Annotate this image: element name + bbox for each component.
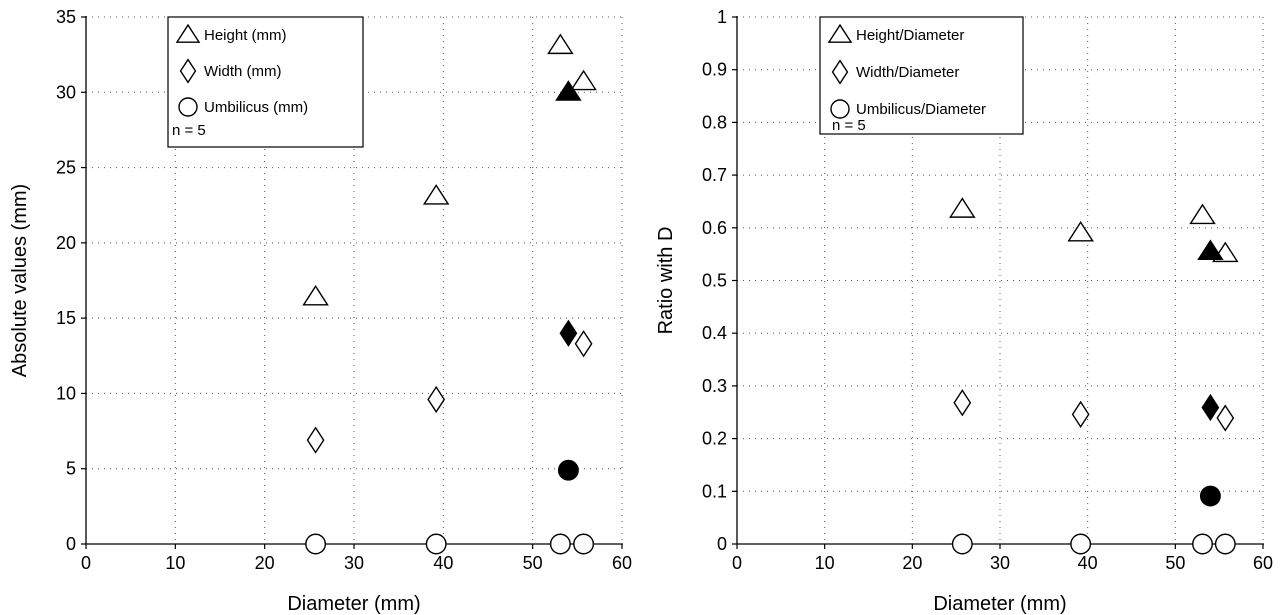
legend-label: Umbilicus/Diameter <box>856 101 986 118</box>
x-tick-label: 0 <box>81 553 91 573</box>
filled-diamond-point <box>559 319 578 347</box>
open-diamond-point <box>574 330 593 358</box>
open-circle-point <box>549 533 571 555</box>
legend-label: Height/Diameter <box>856 27 964 44</box>
sample-size-note: n = 5 <box>172 122 206 139</box>
x-tick-label: 60 <box>612 553 632 573</box>
x-tick-label: 20 <box>255 553 275 573</box>
y-tick-label: 0.3 <box>702 376 727 396</box>
legend-label: Width (mm) <box>204 63 282 80</box>
legend-circle-icon <box>178 97 198 117</box>
x-axis-label: Diameter (mm) <box>287 593 420 615</box>
open-circle-point <box>1214 533 1236 555</box>
legend-triangle-icon <box>175 23 201 43</box>
y-tick-label: 5 <box>66 459 76 479</box>
open-diamond-point <box>306 426 325 454</box>
open-circle-point <box>573 533 595 555</box>
y-tick-label: 1 <box>717 7 727 27</box>
open-circle-point <box>951 533 973 555</box>
filled-triangle-point <box>555 80 582 101</box>
y-tick-label: 30 <box>56 82 76 102</box>
open-diamond-point <box>427 385 446 414</box>
y-tick-label: 25 <box>56 158 76 178</box>
filled-diamond-point <box>1201 393 1220 422</box>
x-tick-label: 30 <box>344 553 364 573</box>
x-tick-label: 20 <box>902 553 922 573</box>
sample-size-note: n = 5 <box>832 117 866 134</box>
y-tick-label: 0.5 <box>702 271 727 291</box>
y-axis-label: Absolute values (mm) <box>9 184 31 377</box>
open-diamond-point <box>1071 400 1090 428</box>
open-circle-point <box>1192 533 1213 555</box>
open-triangle-point <box>1067 221 1094 242</box>
y-tick-label: 10 <box>56 383 76 403</box>
y-tick-label: 15 <box>56 308 76 328</box>
x-tick-label: 10 <box>815 553 835 573</box>
open-triangle-point <box>302 285 329 306</box>
legend-label: Width/Diameter <box>856 64 959 81</box>
x-tick-label: 50 <box>523 553 543 573</box>
x-tick-label: 40 <box>433 553 453 573</box>
open-diamond-point <box>953 389 972 417</box>
legend-label: Height (mm) <box>204 27 287 44</box>
x-tick-label: 40 <box>1078 553 1098 573</box>
open-diamond-point <box>1216 404 1235 432</box>
open-triangle-point <box>570 69 597 91</box>
x-tick-label: 0 <box>732 553 742 573</box>
chart-panel-1: 0 10 20 30 40 50 60 0 5 10 15 20 25 30 35 Diameter (mm)… <box>9 7 632 615</box>
y-tick-label: 0.4 <box>702 323 727 343</box>
x-tick-label: 30 <box>990 553 1010 573</box>
legend-circle-icon <box>830 99 850 119</box>
x-tick-label: 10 <box>165 553 185 573</box>
filled-circle-point <box>557 459 579 481</box>
x-tick-label: 60 <box>1253 553 1273 573</box>
y-tick-label: 0.9 <box>702 60 727 80</box>
legend-triangle-icon <box>827 23 853 43</box>
y-tick-label: 0 <box>66 534 76 554</box>
chart-panel-2: 0 10 20 30 40 50 60 0 0.1 0.2 0.3 0.4 0.5 0.6 0.7 0.8 0.… <box>655 7 1273 615</box>
open-triangle-point <box>949 197 976 218</box>
filled-triangle-point <box>1197 239 1224 260</box>
x-tick-label: 50 <box>1165 553 1185 573</box>
filled-circle-point <box>1199 485 1221 507</box>
legend-diamond-icon <box>831 59 849 85</box>
open-triangle-point <box>1189 203 1216 225</box>
open-circle-point <box>425 533 447 555</box>
legend-box <box>167 16 364 148</box>
y-tick-label: 0.6 <box>702 218 727 238</box>
x-axis-label: Diameter (mm) <box>933 593 1066 615</box>
legend-box <box>819 16 1024 135</box>
open-triangle-point <box>422 184 450 205</box>
legend-label: Umbilicus (mm) <box>204 99 308 116</box>
y-axis-label: Ratio with D <box>655 227 677 335</box>
y-tick-label: 0.1 <box>702 481 727 501</box>
legend-diamond-icon <box>179 58 197 84</box>
y-tick-label: 0.2 <box>702 429 727 449</box>
open-triangle-point <box>547 33 574 55</box>
y-tick-label: 0.7 <box>702 165 727 185</box>
open-circle-point <box>1070 533 1092 555</box>
y-tick-label: 35 <box>56 7 76 27</box>
y-tick-label: 20 <box>56 233 76 253</box>
open-circle-point <box>305 533 327 555</box>
y-tick-label: 0 <box>717 534 727 554</box>
y-tick-label: 0.8 <box>702 112 727 132</box>
